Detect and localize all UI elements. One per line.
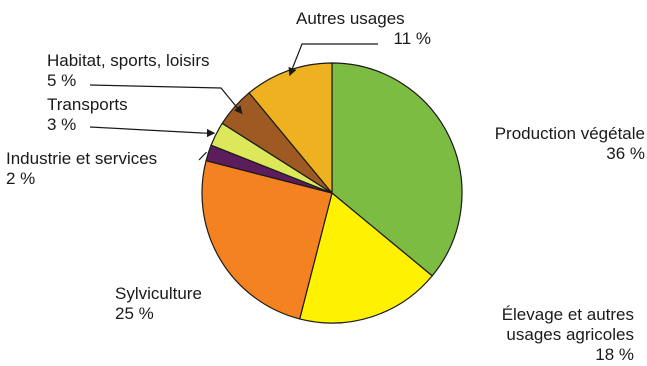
slice-labels: Production végétale 36 % Élevage et autres…: [6, 9, 645, 364]
pie-slice-production-vegetale: [331, 62, 463, 277]
leader-line-transports: [89, 126, 216, 138]
slice-name-label: Habitat, sports, loisirs: [47, 51, 210, 70]
slice-value-label: 25 %: [115, 304, 154, 323]
leader-line-autres-usages: [288, 43, 378, 77]
slice-label-industrie-et-services: Industrie et services 2 %: [6, 149, 157, 188]
slice-name-label: Sylviculture: [115, 284, 202, 303]
slice-name-label: Transports: [47, 95, 128, 114]
slice-value-label: 36 %: [606, 144, 645, 163]
pie-slice-elevage-et-autres-usages-agricoles: [298, 191, 434, 324]
leader-line-industrie-et-services: [198, 151, 207, 161]
slice-name-label: Autres usages: [296, 9, 405, 28]
slice-name-label: Production végétale: [495, 124, 645, 143]
slice-label-habitat-sports-loisirs: Habitat, sports, loisirs 5 %: [47, 51, 210, 90]
slice-label-sylviculture: Sylviculture 25 %: [115, 284, 202, 323]
slice-value-label: 3 %: [47, 115, 76, 134]
slice-value-label: 18 %: [595, 345, 634, 364]
leader-line-habitat-sports-loisirs: [89, 84, 243, 115]
pie-slices: [201, 62, 463, 324]
slice-value-label: 11 %: [394, 29, 432, 48]
slice-label-transports: Transports 3 %: [47, 95, 128, 134]
slice-name-label: usages agricoles: [506, 325, 634, 344]
leader-lines: [89, 43, 378, 161]
slice-name-label: Industrie et services: [6, 149, 157, 168]
slice-name-label: Élevage et autres: [502, 305, 634, 324]
slice-value-label: 2 %: [6, 169, 35, 188]
slice-label-autres-usages: Autres usages 11 %: [296, 9, 431, 48]
slice-label-production-vegetale: Production végétale 36 %: [495, 124, 645, 163]
slice-label-elevage-et-autres-usages-agricoles: Élevage et autres usages agricoles 18 %: [502, 305, 634, 364]
pie-slice-sylviculture: [201, 159, 333, 320]
slice-value-label: 5 %: [47, 71, 76, 90]
pie-slice-autres-usages: [248, 62, 333, 195]
